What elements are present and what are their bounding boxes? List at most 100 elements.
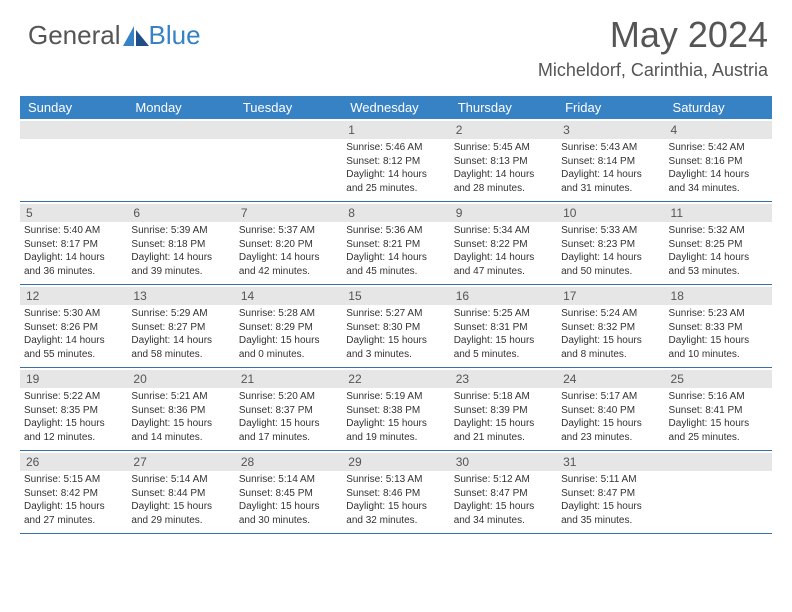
sunrise-line: Sunrise: 5:25 AM [454, 307, 553, 321]
day-info: Sunrise: 5:11 AMSunset: 8:47 PMDaylight:… [561, 473, 660, 527]
sunrise-line: Sunrise: 5:15 AM [24, 473, 123, 487]
sunset-line: Sunset: 8:38 PM [346, 404, 445, 418]
day-cell: 24Sunrise: 5:17 AMSunset: 8:40 PMDayligh… [557, 368, 664, 450]
sunrise-line: Sunrise: 5:46 AM [346, 141, 445, 155]
sunset-line: Sunset: 8:47 PM [454, 487, 553, 501]
day-cell: 9Sunrise: 5:34 AMSunset: 8:22 PMDaylight… [450, 202, 557, 284]
week-row: 12Sunrise: 5:30 AMSunset: 8:26 PMDayligh… [20, 285, 772, 368]
daylight-line: Daylight: 14 hours and 50 minutes. [561, 251, 660, 278]
day-cell: 5 Sunrise: 5:40 AMSunset: 8:17 PMDaylight… [20, 202, 127, 284]
day-info: Sunrise: 5:25 AMSunset: 8:31 PMDaylight:… [454, 307, 553, 361]
day-info: Sunrise: 5:37 AMSunset: 8:20 PMDaylight:… [239, 224, 338, 278]
day-cell: 4Sunrise: 5:42 AMSunset: 8:16 PMDaylight… [665, 119, 772, 201]
daylight-line: Daylight: 15 hours and 29 minutes. [131, 500, 230, 527]
sunset-line: Sunset: 8:41 PM [669, 404, 768, 418]
week-row: 1Sunrise: 5:46 AMSunset: 8:12 PMDaylight… [20, 119, 772, 202]
day-number: 28 [235, 453, 342, 471]
day-cell: 8Sunrise: 5:36 AMSunset: 8:21 PMDaylight… [342, 202, 449, 284]
daylight-line: Daylight: 15 hours and 32 minutes. [346, 500, 445, 527]
sunset-line: Sunset: 8:12 PM [346, 155, 445, 169]
calendar: SundayMondayTuesdayWednesdayThursdayFrid… [20, 96, 772, 534]
day-cell: 31Sunrise: 5:11 AMSunset: 8:47 PMDayligh… [557, 451, 664, 533]
day-number: 4 [665, 121, 772, 139]
day-number: 22 [342, 370, 449, 388]
day-cell: 23Sunrise: 5:18 AMSunset: 8:39 PMDayligh… [450, 368, 557, 450]
sunrise-line: Sunrise: 5:19 AM [346, 390, 445, 404]
day-empty [20, 119, 127, 201]
sunset-line: Sunset: 8:29 PM [239, 321, 338, 335]
sunrise-line: Sunrise: 5:39 AM [131, 224, 230, 238]
day-number: 11 [665, 204, 772, 222]
day-info: Sunrise: 5:46 AMSunset: 8:12 PMDaylight:… [346, 141, 445, 195]
day-info: Sunrise: 5:40 AMSunset: 8:17 PMDaylight:… [24, 224, 123, 278]
sunset-line: Sunset: 8:36 PM [131, 404, 230, 418]
day-info: Sunrise: 5:22 AMSunset: 8:35 PMDaylight:… [24, 390, 123, 444]
day-number: 14 [235, 287, 342, 305]
sunset-line: Sunset: 8:42 PM [24, 487, 123, 501]
daylight-line: Daylight: 15 hours and 19 minutes. [346, 417, 445, 444]
day-info: Sunrise: 5:43 AMSunset: 8:14 PMDaylight:… [561, 141, 660, 195]
day-number: 17 [557, 287, 664, 305]
daylight-line: Daylight: 15 hours and 8 minutes. [561, 334, 660, 361]
day-info: Sunrise: 5:14 AMSunset: 8:45 PMDaylight:… [239, 473, 338, 527]
sunset-line: Sunset: 8:32 PM [561, 321, 660, 335]
day-number: 26 [20, 453, 127, 471]
sunset-line: Sunset: 8:30 PM [346, 321, 445, 335]
day-number: 5 [20, 204, 127, 222]
sunrise-line: Sunrise: 5:14 AM [131, 473, 230, 487]
sunset-line: Sunset: 8:20 PM [239, 238, 338, 252]
dow-wednesday: Wednesday [342, 96, 449, 119]
header: General Blue May 2024 Micheldorf, Carint… [0, 0, 792, 92]
sunrise-line: Sunrise: 5:27 AM [346, 307, 445, 321]
day-cell: 19 Sunrise: 5:22 AMSunset: 8:35 PMDayligh… [20, 368, 127, 450]
sunrise-line: Sunrise: 5:12 AM [454, 473, 553, 487]
sunset-line: Sunset: 8:33 PM [669, 321, 768, 335]
day-of-week-header: SundayMondayTuesdayWednesdayThursdayFrid… [20, 96, 772, 119]
sunrise-line: Sunrise: 5:33 AM [561, 224, 660, 238]
day-cell: 28 Sunrise: 5:14 AMSunset: 8:45 PMDayligh… [235, 451, 342, 533]
day-number: 19 [20, 370, 127, 388]
sunset-line: Sunset: 8:21 PM [346, 238, 445, 252]
day-cell: 6Sunrise: 5:39 AMSunset: 8:18 PMDaylight… [127, 202, 234, 284]
day-number: 29 [342, 453, 449, 471]
day-info: Sunrise: 5:39 AMSunset: 8:18 PMDaylight:… [131, 224, 230, 278]
sunrise-line: Sunrise: 5:32 AM [669, 224, 768, 238]
day-cell: 22 Sunrise: 5:19 AMSunset: 8:38 PMDayligh… [342, 368, 449, 450]
day-empty [127, 119, 234, 201]
day-cell: 16 Sunrise: 5:25 AMSunset: 8:31 PMDayligh… [450, 285, 557, 367]
daylight-line: Daylight: 14 hours and 28 minutes. [454, 168, 553, 195]
sunrise-line: Sunrise: 5:36 AM [346, 224, 445, 238]
day-number [665, 453, 772, 471]
daylight-line: Daylight: 15 hours and 30 minutes. [239, 500, 338, 527]
day-cell: 29 Sunrise: 5:13 AMSunset: 8:46 PMDayligh… [342, 451, 449, 533]
sunset-line: Sunset: 8:14 PM [561, 155, 660, 169]
day-number: 15 [342, 287, 449, 305]
day-info: Sunrise: 5:21 AMSunset: 8:36 PMDaylight:… [131, 390, 230, 444]
day-number: 16 [450, 287, 557, 305]
day-number: 13 [127, 287, 234, 305]
day-cell: 11Sunrise: 5:32 AMSunset: 8:25 PMDayligh… [665, 202, 772, 284]
sunset-line: Sunset: 8:16 PM [669, 155, 768, 169]
daylight-line: Daylight: 14 hours and 47 minutes. [454, 251, 553, 278]
day-number [127, 121, 234, 139]
sunrise-line: Sunrise: 5:29 AM [131, 307, 230, 321]
daylight-line: Daylight: 15 hours and 21 minutes. [454, 417, 553, 444]
day-info: Sunrise: 5:36 AMSunset: 8:21 PMDaylight:… [346, 224, 445, 278]
daylight-line: Daylight: 15 hours and 3 minutes. [346, 334, 445, 361]
day-number [235, 121, 342, 139]
day-info: Sunrise: 5:29 AMSunset: 8:27 PMDaylight:… [131, 307, 230, 361]
day-cell: 26Sunrise: 5:15 AMSunset: 8:42 PMDayligh… [20, 451, 127, 533]
day-info: Sunrise: 5:33 AMSunset: 8:23 PMDaylight:… [561, 224, 660, 278]
sunset-line: Sunset: 8:18 PM [131, 238, 230, 252]
sunset-line: Sunset: 8:26 PM [24, 321, 123, 335]
sunset-line: Sunset: 8:35 PM [24, 404, 123, 418]
sunset-line: Sunset: 8:46 PM [346, 487, 445, 501]
sunset-line: Sunset: 8:25 PM [669, 238, 768, 252]
month-title: May 2024 [538, 14, 768, 56]
day-number: 25 [665, 370, 772, 388]
sunrise-line: Sunrise: 5:13 AM [346, 473, 445, 487]
sunset-line: Sunset: 8:45 PM [239, 487, 338, 501]
day-info: Sunrise: 5:17 AMSunset: 8:40 PMDaylight:… [561, 390, 660, 444]
sunrise-line: Sunrise: 5:30 AM [24, 307, 123, 321]
day-info: Sunrise: 5:45 AMSunset: 8:13 PMDaylight:… [454, 141, 553, 195]
